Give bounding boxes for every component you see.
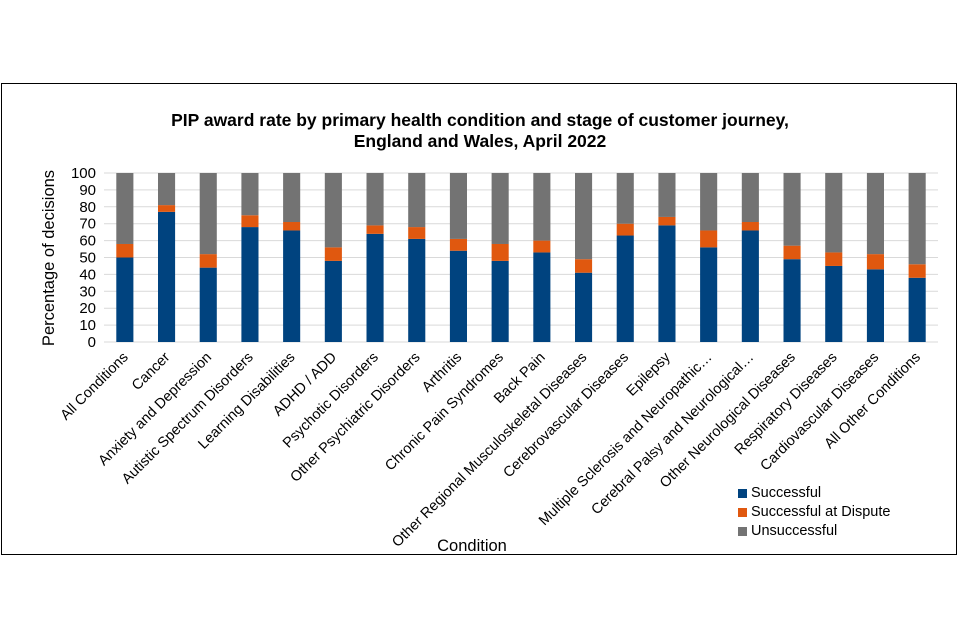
- bar-successful: [741, 230, 759, 342]
- chart-title: PIP award rate by primary health conditi…: [0, 110, 960, 152]
- chart-title-line-2: England and Wales, April 2022: [353, 131, 607, 151]
- legend-label: Successful: [751, 485, 822, 501]
- x-tick-label: Other Regional Musculoskeletal Diseases: [389, 350, 590, 551]
- bar-unsuccessful: [616, 173, 634, 224]
- y-tick-label: 40: [79, 266, 96, 283]
- bar-successful-at-dispute: [408, 227, 426, 239]
- bar-unsuccessful: [825, 173, 843, 253]
- legend-swatch-successful-at-dispute: [738, 508, 747, 517]
- y-tick-label: 30: [79, 283, 96, 300]
- bar-successful-at-dispute: [199, 254, 217, 268]
- bar-successful-at-dispute: [866, 254, 884, 270]
- bar-unsuccessful: [908, 173, 926, 265]
- bar-successful-at-dispute: [491, 243, 509, 261]
- bar-successful: [408, 238, 426, 342]
- bar-successful: [158, 211, 176, 342]
- legend-label: Unsuccessful: [751, 523, 838, 539]
- bar-successful: [533, 252, 551, 342]
- bar-successful: [241, 227, 259, 342]
- y-tick-label: 70: [79, 216, 96, 233]
- bar-successful: [491, 260, 509, 342]
- bar-successful: [366, 233, 384, 342]
- gridlines: [104, 172, 938, 343]
- y-tick-label: 90: [79, 182, 96, 199]
- bar-unsuccessful: [741, 173, 759, 223]
- bar-successful: [324, 260, 342, 342]
- bar-successful-at-dispute: [741, 222, 759, 231]
- y-tick-label: 60: [79, 233, 96, 250]
- bar-unsuccessful: [324, 173, 342, 248]
- bar-successful-at-dispute: [575, 259, 593, 273]
- bar-successful-at-dispute: [908, 264, 926, 278]
- bar-successful-at-dispute: [158, 205, 176, 212]
- bar-unsuccessful: [533, 173, 551, 241]
- bar-successful-at-dispute: [658, 216, 676, 226]
- bar-successful: [616, 235, 634, 342]
- bar-unsuccessful: [449, 173, 467, 239]
- y-tick-label: 80: [79, 199, 96, 216]
- bar-unsuccessful: [408, 173, 426, 228]
- legend-swatch-successful: [738, 489, 747, 498]
- bar-unsuccessful: [866, 173, 884, 255]
- legend-item-successful: Successful: [738, 484, 890, 503]
- legend-swatch-unsuccessful: [738, 527, 747, 536]
- bar-successful-at-dispute: [825, 252, 843, 266]
- bar-successful: [783, 259, 801, 342]
- bar-unsuccessful: [199, 173, 217, 255]
- legend-item-successful-at-dispute: Successful at Dispute: [738, 503, 890, 522]
- x-axis-label: Condition: [437, 537, 507, 555]
- y-tick-label: 50: [79, 250, 96, 267]
- bar-unsuccessful: [158, 173, 176, 206]
- y-tick-label: 0: [88, 334, 96, 351]
- bar-successful: [283, 230, 301, 342]
- bar-successful-at-dispute: [324, 247, 342, 261]
- bar-successful: [866, 269, 884, 342]
- y-axis-label: Percentage of decisions: [40, 170, 58, 346]
- legend-label: Successful at Dispute: [751, 504, 891, 520]
- bar-unsuccessful: [783, 173, 801, 246]
- y-tick-label: 10: [79, 317, 96, 334]
- bar-successful: [199, 267, 217, 342]
- bar-unsuccessful: [116, 173, 134, 244]
- y-tick-label: 100: [71, 165, 96, 182]
- bar-successful: [116, 257, 134, 342]
- bar-successful-at-dispute: [366, 225, 384, 234]
- bar-successful: [449, 250, 467, 342]
- legend-item-unsuccessful: Unsuccessful: [738, 522, 890, 541]
- chart-title-line-1: PIP award rate by primary health conditi…: [171, 110, 789, 130]
- bar-successful-at-dispute: [283, 222, 301, 231]
- bar-successful: [825, 265, 843, 342]
- bars: [116, 173, 926, 342]
- bar-unsuccessful: [700, 173, 718, 231]
- x-tick-label: All Conditions: [58, 350, 132, 424]
- bar-unsuccessful: [366, 173, 384, 226]
- bar-successful-at-dispute: [116, 243, 134, 258]
- bar-successful-at-dispute: [241, 215, 259, 228]
- bar-successful-at-dispute: [783, 245, 801, 260]
- bar-unsuccessful: [491, 173, 509, 244]
- bar-successful: [658, 225, 676, 342]
- bar-successful-at-dispute: [533, 240, 551, 253]
- bar-unsuccessful: [241, 173, 259, 216]
- bar-successful: [575, 272, 593, 342]
- bar-successful: [908, 277, 926, 342]
- legend: Successful Successful at Dispute Unsucce…: [738, 484, 890, 541]
- bar-successful-at-dispute: [449, 238, 467, 251]
- bar-unsuccessful: [283, 173, 301, 223]
- y-tick-label: 20: [79, 300, 96, 317]
- bar-successful-at-dispute: [616, 223, 634, 236]
- bar-successful: [700, 247, 718, 342]
- bar-successful-at-dispute: [700, 230, 718, 248]
- bar-unsuccessful: [575, 173, 593, 260]
- bar-unsuccessful: [658, 173, 676, 217]
